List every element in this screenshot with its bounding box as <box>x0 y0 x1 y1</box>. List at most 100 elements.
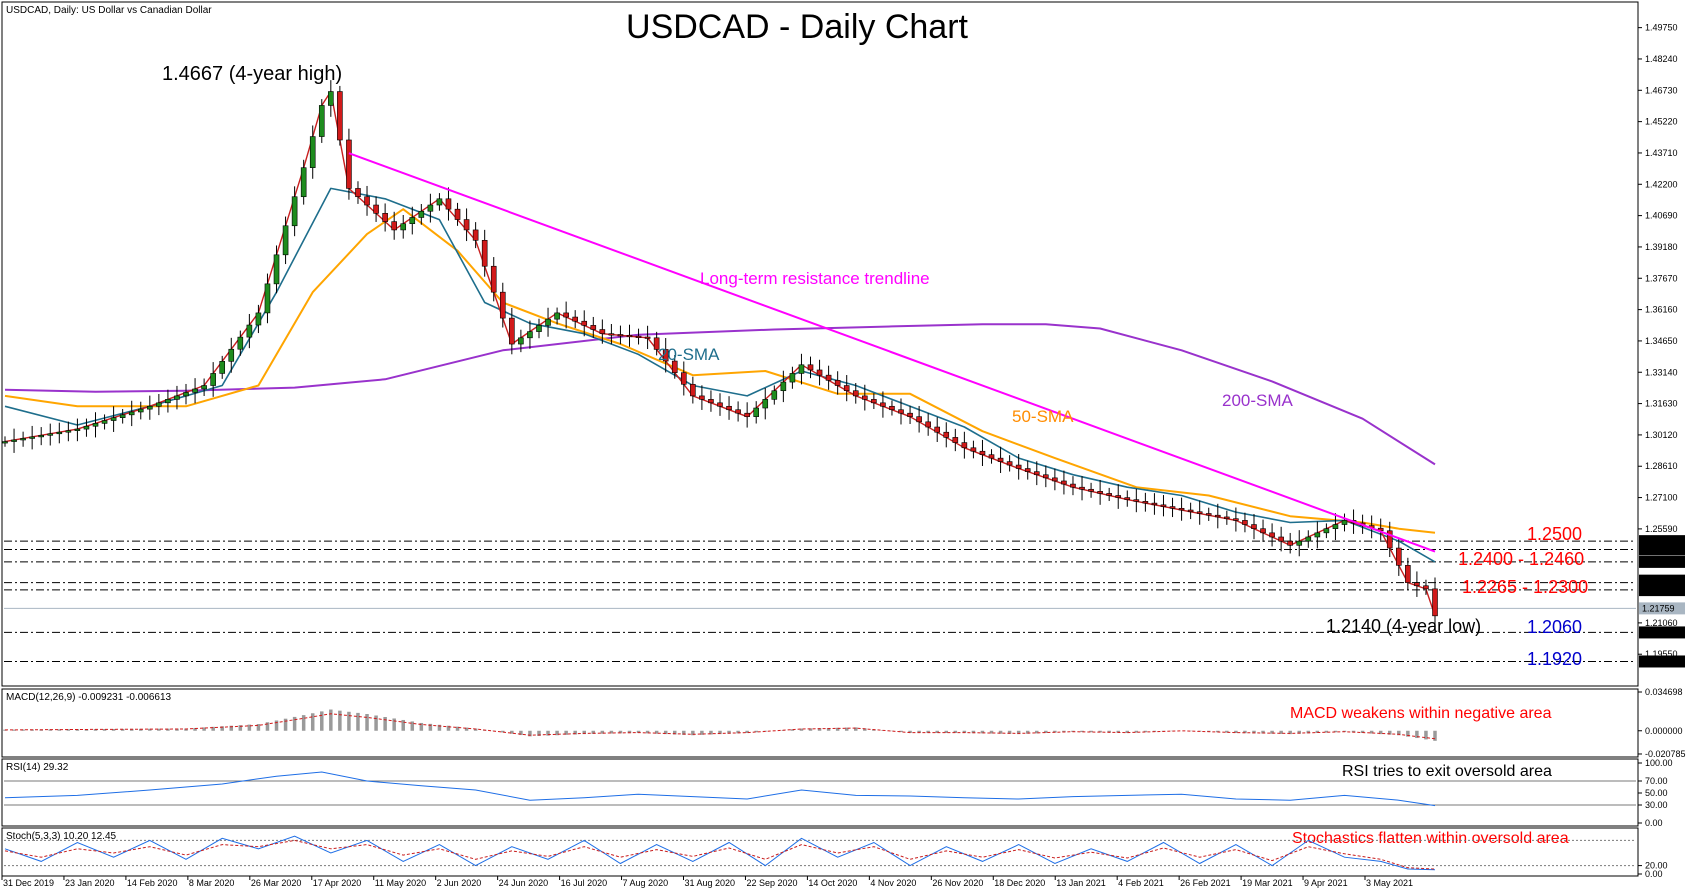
candle-body <box>101 420 108 424</box>
candle-body <box>1296 540 1303 546</box>
level-tag-label: 1.21759 <box>1642 603 1675 613</box>
rsi-line <box>4 771 1436 807</box>
price-tick-label: 1.45220 <box>1645 117 1678 127</box>
candle-body <box>364 196 370 206</box>
candle-body <box>536 325 542 332</box>
macd-signal-line <box>4 713 1436 740</box>
candle-body <box>1405 565 1411 583</box>
macd-tick-label: -0.020785 <box>1645 749 1686 759</box>
candle-body <box>1070 483 1076 488</box>
candle-body <box>608 333 615 336</box>
candle-body <box>1233 518 1239 521</box>
price-tick-label: 1.33140 <box>1645 367 1678 377</box>
candle-body <box>843 385 850 392</box>
stochastic-panel: Stoch(5,3,3) 10.20 12.45 Stochastics fla… <box>1 827 1668 879</box>
date-tick-label: 8 Mar 2020 <box>189 878 235 888</box>
candle-body <box>581 320 588 326</box>
candle-body <box>499 291 506 319</box>
rsi-panel: RSI(14) 29.32 RSI tries to exit oversold… <box>1 758 1673 828</box>
candle-body <box>346 139 352 189</box>
candle-body <box>165 399 171 404</box>
price-tick-label: 1.28610 <box>1645 461 1678 471</box>
candle-body <box>1115 495 1122 498</box>
candle-body <box>156 402 162 407</box>
candle-body <box>391 221 397 231</box>
candle-body <box>328 91 334 106</box>
candle-body <box>816 369 823 376</box>
rsi-tick-label: 50.00 <box>1645 788 1668 798</box>
chart-title: USDCAD - Daily Chart <box>626 8 968 46</box>
date-tick-label: 3 May 2021 <box>1366 878 1413 888</box>
candle-body <box>753 407 760 417</box>
price-tick-label: 1.49750 <box>1645 23 1678 33</box>
price-tick-label: 1.42200 <box>1645 179 1678 189</box>
candle-body <box>228 348 235 362</box>
candle-body <box>934 426 941 433</box>
candle-body <box>1305 536 1312 542</box>
candle-body <box>880 402 886 407</box>
candle-body <box>862 395 868 400</box>
date-tick-label: 18 Dec 2020 <box>994 878 1045 888</box>
candle-body <box>979 450 986 455</box>
date-tick-label: 9 Apr 2021 <box>1304 878 1348 888</box>
candle-body <box>1133 499 1140 502</box>
candle-body <box>762 399 769 409</box>
candle-body <box>1006 461 1013 466</box>
candle-body <box>590 325 597 330</box>
price-tick-label: 1.39180 <box>1645 242 1678 252</box>
candle-body <box>970 447 977 452</box>
candle-body <box>916 416 922 423</box>
candle-body <box>1423 585 1429 590</box>
candle-body <box>988 454 995 459</box>
candle-body <box>373 204 379 214</box>
candle-body <box>871 399 877 404</box>
candle-body <box>1079 486 1085 490</box>
price-tick-label: 1.48240 <box>1645 54 1678 64</box>
candle-body <box>518 337 524 345</box>
candle-body <box>943 431 950 438</box>
candle-body <box>662 349 669 362</box>
annotation-level-1-2060: 1.2060 <box>1527 617 1582 637</box>
candle-body <box>545 318 551 326</box>
series-50-sma <box>4 208 1436 534</box>
candle-body <box>427 204 434 212</box>
candle-body <box>1178 507 1185 511</box>
candle-body <box>463 219 470 231</box>
candle-body <box>309 136 316 168</box>
annotation-20-sma: 20-SMA <box>658 345 720 364</box>
instrument-label: USDCAD, Daily: US Dollar vs Canadian Dol… <box>6 5 212 16</box>
price-panel: USDCAD, Daily: US Dollar vs Canadian Dol… <box>1 1 1685 687</box>
price-tick-label: 1.43710 <box>1645 148 1678 158</box>
candle-body <box>834 380 841 386</box>
candle-body <box>1142 501 1149 504</box>
price-tick-label: 1.34650 <box>1645 336 1678 346</box>
candle-body <box>110 417 117 421</box>
candle-body <box>626 335 633 338</box>
rsi-tick-label: 100.00 <box>1645 758 1673 768</box>
candle-body <box>20 438 26 441</box>
date-tick-label: 26 Mar 2020 <box>251 878 302 888</box>
level-tag-label: 1.20600 <box>1642 627 1675 637</box>
macd-tick-label: 0.034698 <box>1645 687 1683 697</box>
candle-body <box>798 364 805 374</box>
price-tick-label: 1.19550 <box>1645 649 1678 659</box>
candle-body <box>1169 506 1176 509</box>
date-tick-label: 4 Feb 2021 <box>1118 878 1164 888</box>
candle-body <box>771 390 778 400</box>
candle-body <box>617 334 624 337</box>
date-tick-label: 24 Jun 2020 <box>499 878 549 888</box>
level-tag-label: 1.22640 <box>1642 585 1675 595</box>
candle-body <box>671 360 678 373</box>
candle-body <box>1323 528 1330 534</box>
candle-body <box>147 405 153 410</box>
candle-body <box>1314 532 1321 538</box>
candle-body <box>699 395 705 400</box>
candle-body <box>925 421 931 428</box>
candle-body <box>726 405 732 411</box>
candle-body <box>183 392 189 397</box>
candle-body <box>65 430 72 433</box>
date-tick-label: 31 Aug 2020 <box>685 878 736 888</box>
